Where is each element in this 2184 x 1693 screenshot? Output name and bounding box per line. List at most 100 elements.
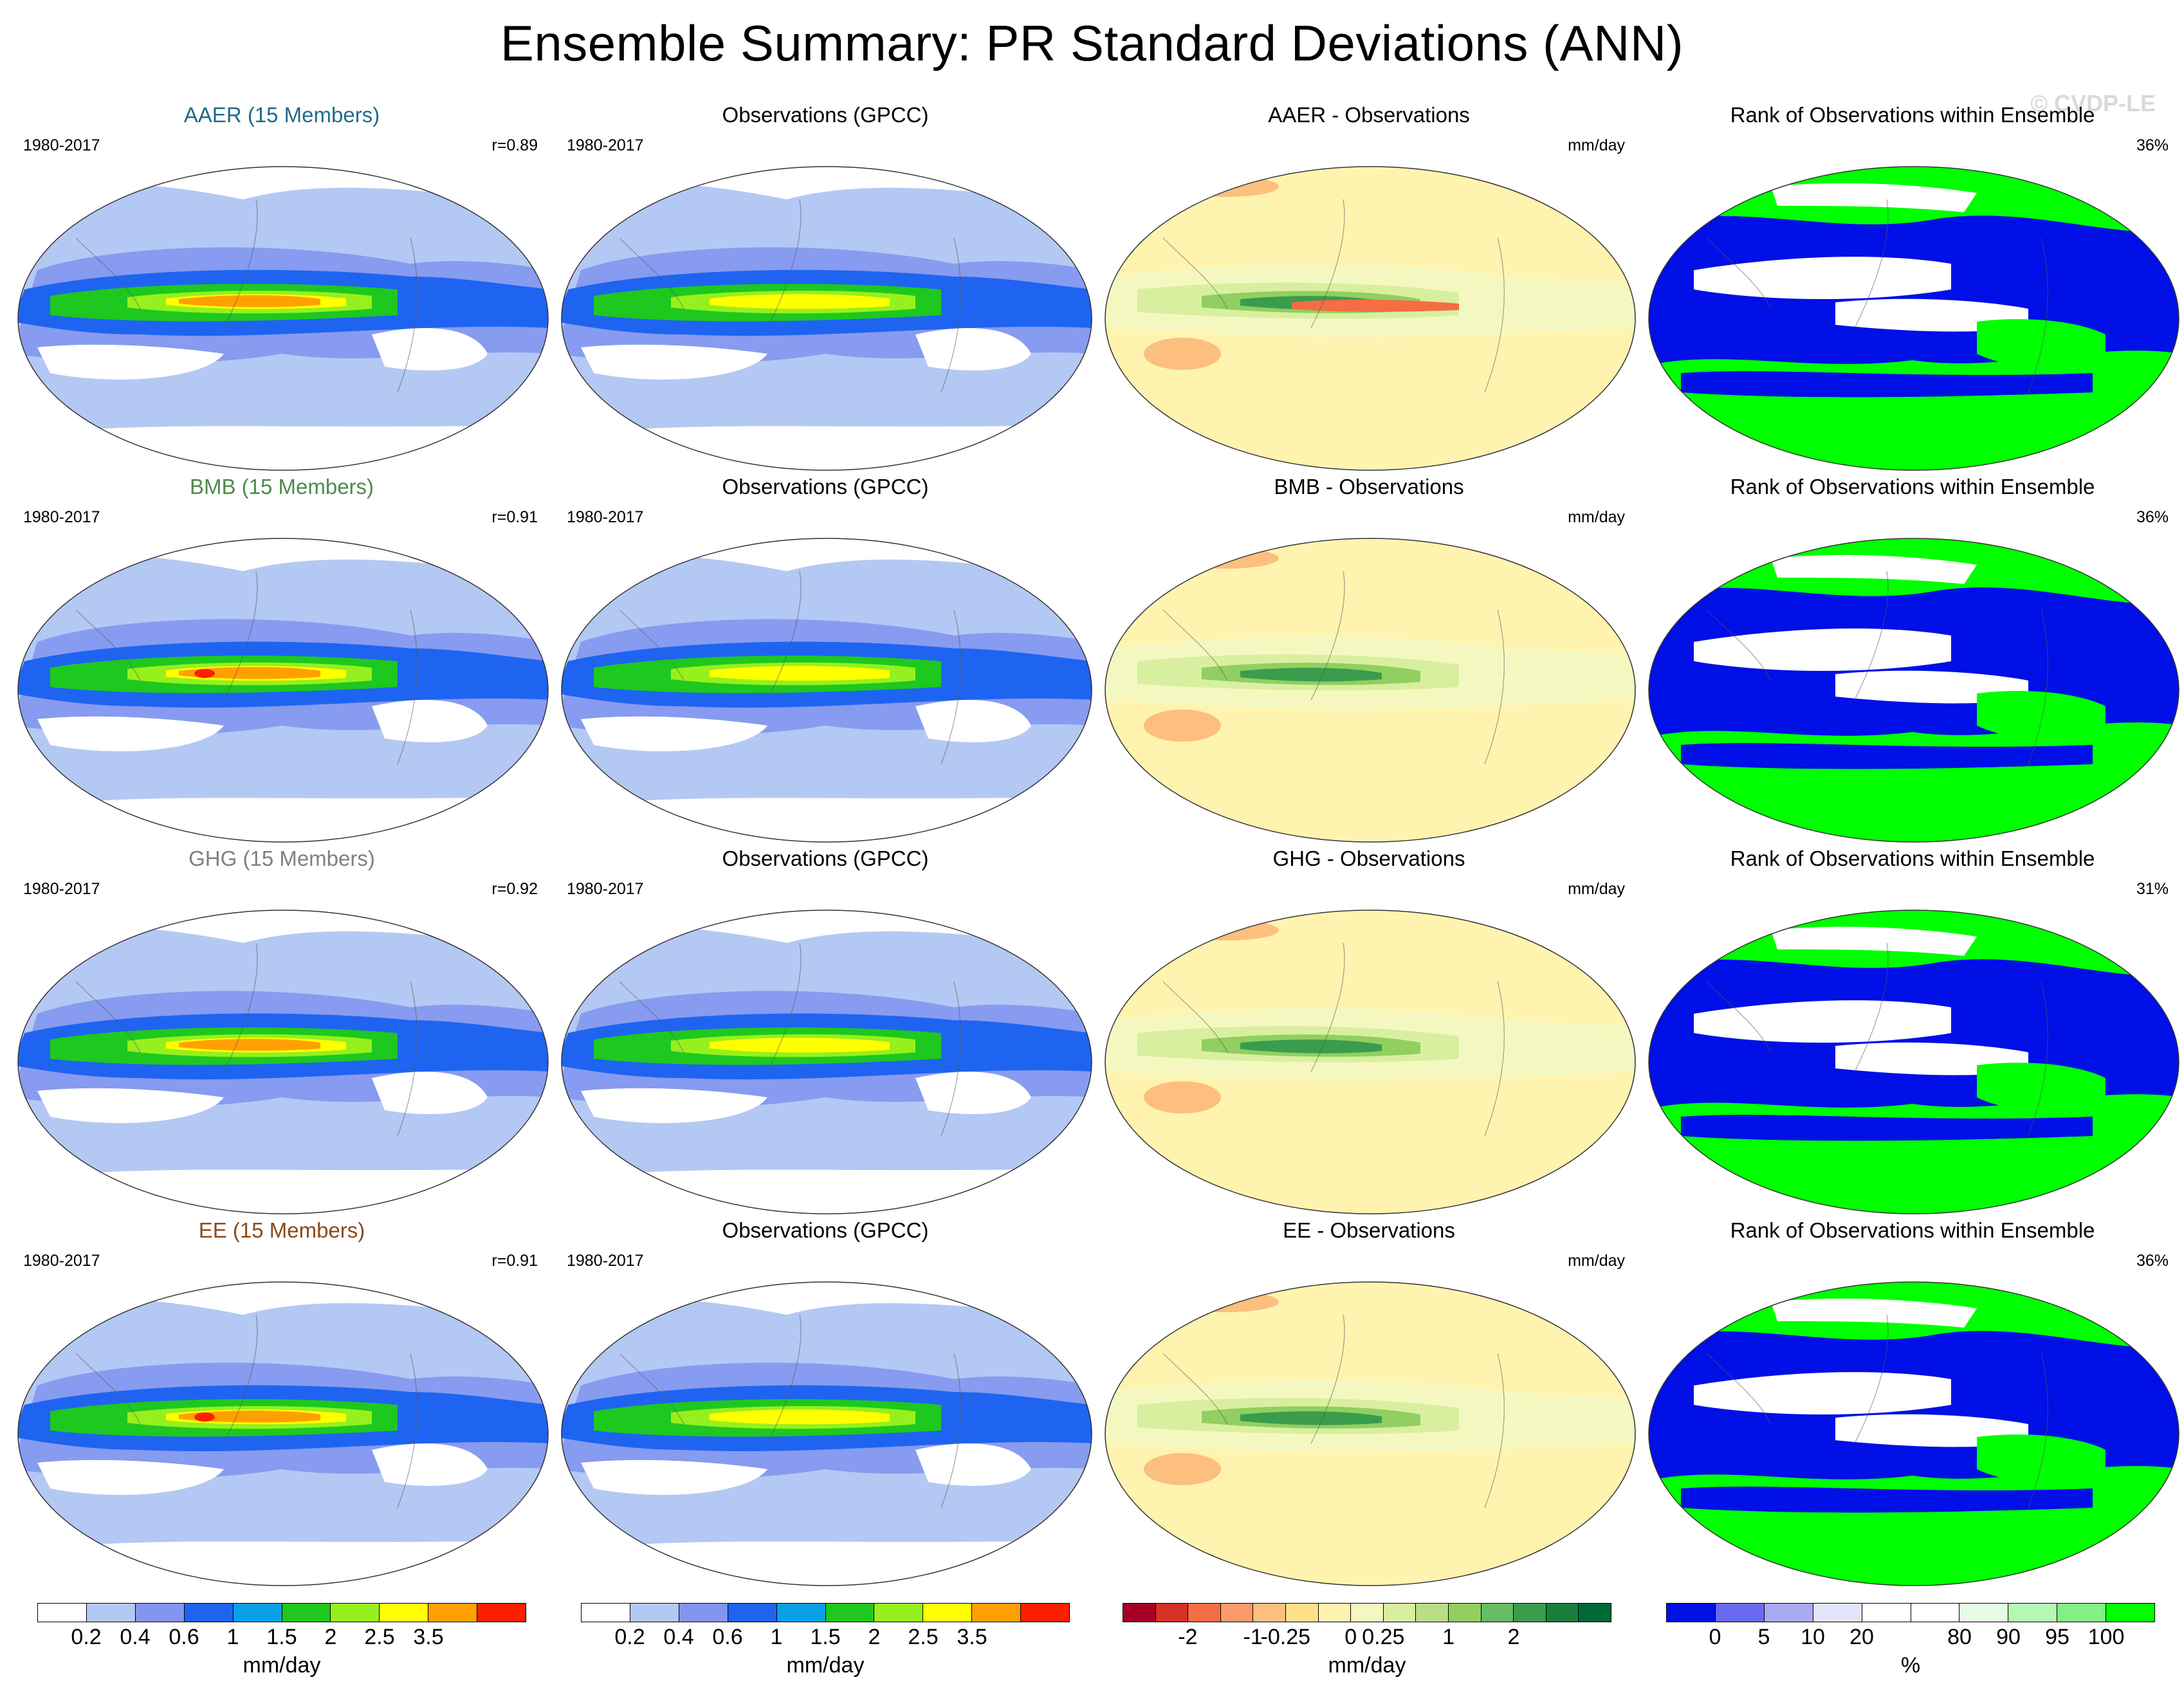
- colorbar-swatch: [1667, 1604, 1716, 1622]
- colorbar-swatch: [1253, 1604, 1286, 1622]
- colorbar-swatch: [1416, 1604, 1449, 1622]
- colorbar-tick-label: 1: [1442, 1625, 1455, 1649]
- difference-title: GHG - Observations: [1272, 846, 1465, 870]
- ensemble-title: EE (15 Members): [198, 1218, 365, 1242]
- colorbar-swatch: [38, 1604, 87, 1622]
- colorbar-swatch: [1383, 1604, 1417, 1622]
- difference-unit: mm/day: [1568, 136, 1625, 154]
- colorbar-tick-label: 2: [1507, 1625, 1520, 1649]
- colorbar-boxes: [1123, 1603, 1611, 1622]
- difference-title: EE - Observations: [1283, 1218, 1455, 1242]
- colorbar-swatch: [2106, 1604, 2155, 1622]
- colorbar-tick-label: 0: [1709, 1625, 1721, 1649]
- colorbar-tick-label: 0.4: [120, 1625, 151, 1649]
- colorbar-swatch: [1514, 1604, 1546, 1622]
- colorbar-swatch: [1546, 1604, 1579, 1622]
- colorbar-tick-label: 5: [1757, 1625, 1770, 1649]
- ensemble-panel: BMB (15 Members) 1980-2017 r=0.91: [12, 475, 552, 848]
- colorbar-swatch: [380, 1604, 429, 1622]
- colorbar-swatch: [1155, 1604, 1189, 1622]
- difference-title: AAER - Observations: [1268, 103, 1470, 127]
- pattern-correlation: r=0.91: [491, 1252, 538, 1270]
- colorbar-diff: mm/day -2 -1 -0.25 0 0.25 1 2: [1123, 1603, 1611, 1693]
- colorbar-boxes: [1666, 1603, 2155, 1622]
- observations-title: Observations (GPCC): [722, 475, 929, 499]
- period-label: 1980-2017: [567, 1252, 644, 1270]
- colorbar-tick-label: 3.5: [957, 1625, 987, 1649]
- colorbar-swatch: [1959, 1604, 2009, 1622]
- colorbar-swatch: [1764, 1604, 1813, 1622]
- pattern-correlation: r=0.92: [491, 880, 538, 898]
- colorbar-swatch: [728, 1604, 777, 1622]
- colorbar-unit: mm/day: [243, 1653, 321, 1678]
- rank-panel: Rank of Observations within Ensemble 36%: [1642, 475, 2183, 848]
- obs-map: [561, 1281, 1092, 1586]
- colorbar-tick-label: 80: [1947, 1625, 1972, 1649]
- colorbar-swatch: [1220, 1604, 1254, 1622]
- colorbar-unit: %: [1900, 1653, 1921, 1678]
- colorbar-tick-label: 100: [2088, 1625, 2125, 1649]
- colorbar-swatch: [1021, 1604, 1070, 1622]
- observations-title: Observations (GPCC): [722, 103, 929, 127]
- copyright-watermark: © CVDP-LE: [2030, 90, 2156, 116]
- colorbar-swatch: [477, 1604, 526, 1622]
- colorbar-swatch: [2008, 1604, 2058, 1622]
- colorbar-swatch: [874, 1604, 924, 1622]
- rank-panel: Rank of Observations within Ensemble 36%: [1642, 103, 2183, 476]
- rank-map: [1648, 166, 2179, 471]
- colorbar-swatch: [86, 1604, 136, 1622]
- obs-map: [561, 538, 1092, 843]
- std-map: [17, 538, 549, 843]
- colorbar-tick-label: 20: [1849, 1625, 1874, 1649]
- obs-map: [561, 910, 1092, 1214]
- colorbar-tick-label: 0.4: [663, 1625, 694, 1649]
- colorbar-tick-label: 2: [868, 1625, 881, 1649]
- difference-title: BMB - Observations: [1274, 475, 1464, 499]
- colorbar-boxes: [37, 1603, 526, 1622]
- rank-panel: Rank of Observations within Ensemble 36%: [1642, 1218, 2183, 1591]
- colorbar-tick-label: 0: [1344, 1625, 1357, 1649]
- colorbar-tick-label: 95: [2045, 1625, 2069, 1649]
- colorbar-tick-label: 1: [770, 1625, 783, 1649]
- colorbar-swatch: [1351, 1604, 1384, 1622]
- colorbar-swatch: [1123, 1604, 1156, 1622]
- colorbar-swatch: [923, 1604, 973, 1622]
- colorbar-swatch: [428, 1604, 478, 1622]
- colorbar-tick-label: 0.25: [1362, 1625, 1405, 1649]
- observations-title: Observations (GPCC): [722, 846, 929, 870]
- colorbar-swatch: [679, 1604, 728, 1622]
- colorbar-tick-label: 0.6: [712, 1625, 743, 1649]
- colorbar-swatch: [282, 1604, 331, 1622]
- ensemble-panel: AAER (15 Members) 1980-2017 r=0.89: [12, 103, 552, 476]
- colorbar-tick-label: 2: [324, 1625, 337, 1649]
- colorbar-swatch: [184, 1604, 234, 1622]
- colorbar-std-obs: mm/day 0.2 0.4 0.6 1 1.5 2 2.5 3.5: [581, 1603, 1070, 1693]
- observations-title: Observations (GPCC): [722, 1218, 929, 1242]
- observations-panel: Observations (GPCC) 1980-2017: [555, 846, 1096, 1220]
- rank-map: [1648, 538, 2179, 843]
- rank-map: [1648, 910, 2179, 1214]
- colorbar-std-ensemble: mm/day 0.2 0.4 0.6 1 1.5 2 2.5 3.5: [37, 1603, 526, 1693]
- period-label: 1980-2017: [23, 136, 100, 154]
- difference-unit: mm/day: [1568, 1252, 1625, 1270]
- difference-unit: mm/day: [1568, 508, 1625, 526]
- colorbar-tick-label: 2.5: [908, 1625, 939, 1649]
- colorbar-tick-label: 1: [226, 1625, 239, 1649]
- ensemble-title: AAER (15 Members): [183, 103, 380, 127]
- colorbar-tick-label: -2: [1178, 1625, 1198, 1649]
- colorbar-swatch: [1188, 1604, 1221, 1622]
- colorbar-swatch: [1911, 1604, 1960, 1622]
- colorbar-swatch: [233, 1604, 282, 1622]
- colorbar-swatch: [1715, 1604, 1765, 1622]
- observations-panel: Observations (GPCC) 1980-2017: [555, 1218, 1096, 1591]
- diff-map: [1105, 538, 1636, 843]
- colorbar-swatch: [972, 1604, 1022, 1622]
- colorbar-tick-label: 0.6: [169, 1625, 199, 1649]
- colorbar-tick-label: 90: [1996, 1625, 2021, 1649]
- colorbar-swatch: [825, 1604, 875, 1622]
- colorbar-swatch: [1579, 1604, 1611, 1622]
- ensemble-panel: GHG (15 Members) 1980-2017 r=0.92: [12, 846, 552, 1220]
- colorbar-rank: % 0 5 10 20 80 90 95 100: [1666, 1603, 2155, 1693]
- difference-panel: GHG - Observations mm/day: [1099, 846, 1639, 1220]
- colorbar-unit: mm/day: [786, 1653, 865, 1678]
